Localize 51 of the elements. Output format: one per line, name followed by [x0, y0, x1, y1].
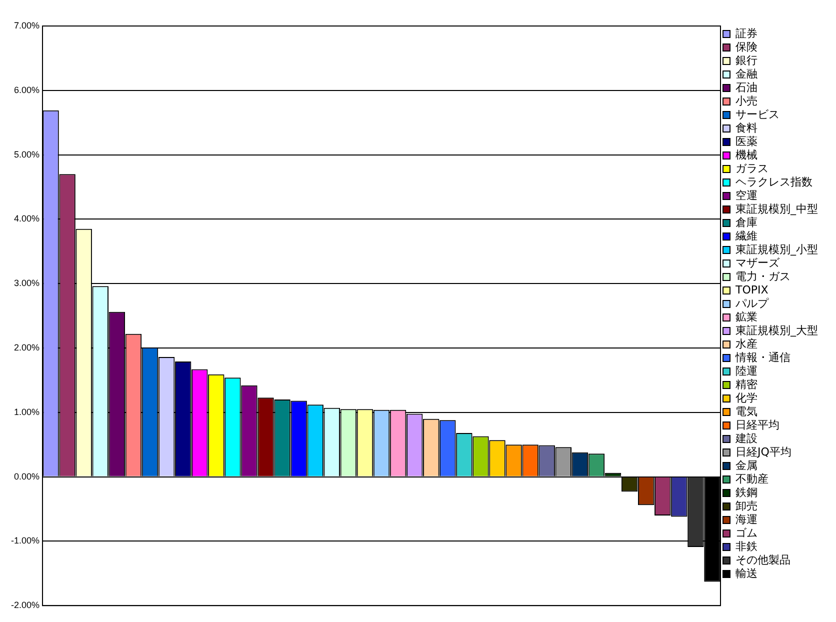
y-tick-label: 6.00%	[14, 84, 40, 95]
legend-label: 電気	[736, 404, 758, 418]
legend-label: マザーズ	[736, 256, 780, 270]
legend-label: 倉庫	[736, 216, 758, 229]
legend-label: ヘラクレス指数	[736, 175, 812, 188]
legend-label: 金属	[736, 458, 758, 472]
legend-label: 卸売	[736, 499, 758, 512]
legend-label: 陸運	[736, 364, 758, 378]
legend-label: 海運	[736, 512, 758, 526]
y-tick-label: 5.00%	[14, 149, 40, 160]
legend-label: 建設	[734, 432, 758, 445]
legend-label: パルプ	[734, 296, 770, 310]
legend-label: その他製品	[736, 553, 790, 566]
y-tick-label: 4.00%	[14, 214, 40, 224]
legend-label: 機械	[736, 148, 758, 162]
y-tick-label: -2.00%	[10, 600, 40, 610]
legend-label: ガラス	[736, 162, 768, 175]
legend-label: ゴム	[736, 526, 758, 540]
legend-label: 水産	[736, 337, 758, 350]
legend-label: 東証規模別_中型	[736, 202, 818, 216]
y-tick-label: 2.00%	[14, 342, 40, 352]
legend-label: 繊維	[734, 229, 758, 242]
legend-label: サービス	[736, 108, 780, 121]
legend-label: TOPIX	[734, 283, 769, 296]
legend-label: 不動産	[736, 472, 768, 486]
y-tick-label: 0.00%	[14, 471, 40, 482]
y-tick-label: 7.00%	[14, 20, 40, 30]
legend-label: 日経JQ平均	[736, 445, 792, 458]
legend-label: 保険	[736, 40, 758, 54]
legend-label: 鉱業	[736, 310, 758, 324]
legend-label: 日経平均	[736, 418, 780, 432]
legend-label: 鉄鋼	[736, 486, 758, 499]
y-tick-label: 1.00%	[14, 406, 40, 417]
legend-label: 銀行	[736, 54, 758, 67]
legend-label: 非鉄	[736, 540, 758, 553]
legend-label: 化学	[736, 391, 758, 404]
legend-label: 食料	[736, 121, 758, 134]
legend-label: 東証規模別_小型	[736, 242, 818, 256]
legend-label: 空運	[736, 188, 758, 202]
legend-label: 精密	[736, 378, 758, 391]
y-tick-label: -1.00%	[10, 536, 40, 546]
legend-label: 輸送	[736, 566, 758, 580]
legend-label: 金融	[736, 67, 758, 80]
legend-label: 証券	[736, 26, 758, 40]
legend-label: 石油	[736, 80, 758, 94]
legend-label: 医薬	[736, 134, 758, 148]
legend-label: 情報・通信	[734, 350, 790, 364]
legend-label: 小売	[736, 94, 758, 108]
legend-label: 電力・ガス	[736, 270, 790, 283]
legend-label: 東証規模別_大型	[736, 324, 818, 337]
y-tick-label: 3.00%	[14, 278, 40, 288]
